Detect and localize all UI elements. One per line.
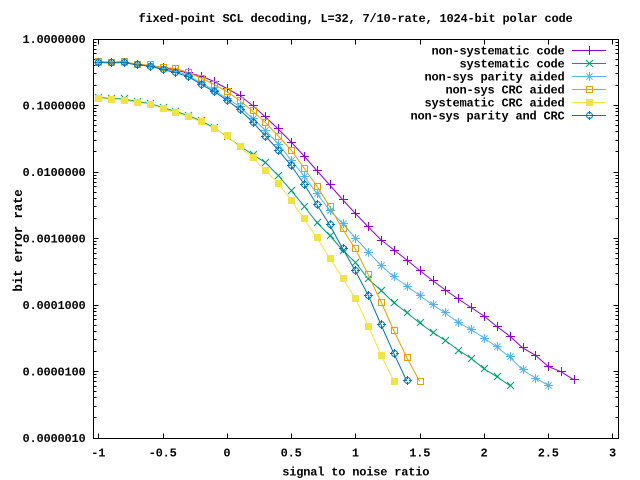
svg-text:3: 3 <box>609 447 616 461</box>
svg-text:-0.5: -0.5 <box>149 447 177 461</box>
svg-text:fixed-point SCL decoding, L=32: fixed-point SCL decoding, L=32, 7/10-rat… <box>138 12 572 26</box>
svg-text:0.0000010: 0.0000010 <box>22 432 85 446</box>
svg-text:1.5: 1.5 <box>409 447 430 461</box>
svg-text:0.0010000: 0.0010000 <box>22 232 85 246</box>
svg-text:0.1000000: 0.1000000 <box>22 99 85 113</box>
svg-text:non-sys CRC aided: non-sys CRC aided <box>445 83 564 97</box>
svg-text:bit error rate: bit error rate <box>12 189 26 291</box>
svg-text:0.0100000: 0.0100000 <box>22 166 85 180</box>
svg-text:-1: -1 <box>91 447 105 461</box>
svg-text:0.0001000: 0.0001000 <box>22 299 85 313</box>
svg-text:0.5: 0.5 <box>281 447 302 461</box>
svg-text:non-systematic code: non-systematic code <box>431 44 564 58</box>
svg-text:0: 0 <box>223 447 230 461</box>
svg-text:signal to noise ratio: signal to noise ratio <box>282 466 429 480</box>
svg-text:1.0000000: 1.0000000 <box>22 33 85 47</box>
svg-text:non-sys parity and CRC: non-sys parity and CRC <box>410 109 564 123</box>
svg-text:1: 1 <box>352 447 359 461</box>
svg-text:systematic CRC aided: systematic CRC aided <box>424 96 564 110</box>
svg-text:non-sys parity aided: non-sys parity aided <box>424 70 564 84</box>
svg-text:2.5: 2.5 <box>538 447 559 461</box>
svg-text:systematic code: systematic code <box>459 57 564 71</box>
svg-text:0.0000100: 0.0000100 <box>22 365 85 379</box>
svg-text:2: 2 <box>480 447 487 461</box>
